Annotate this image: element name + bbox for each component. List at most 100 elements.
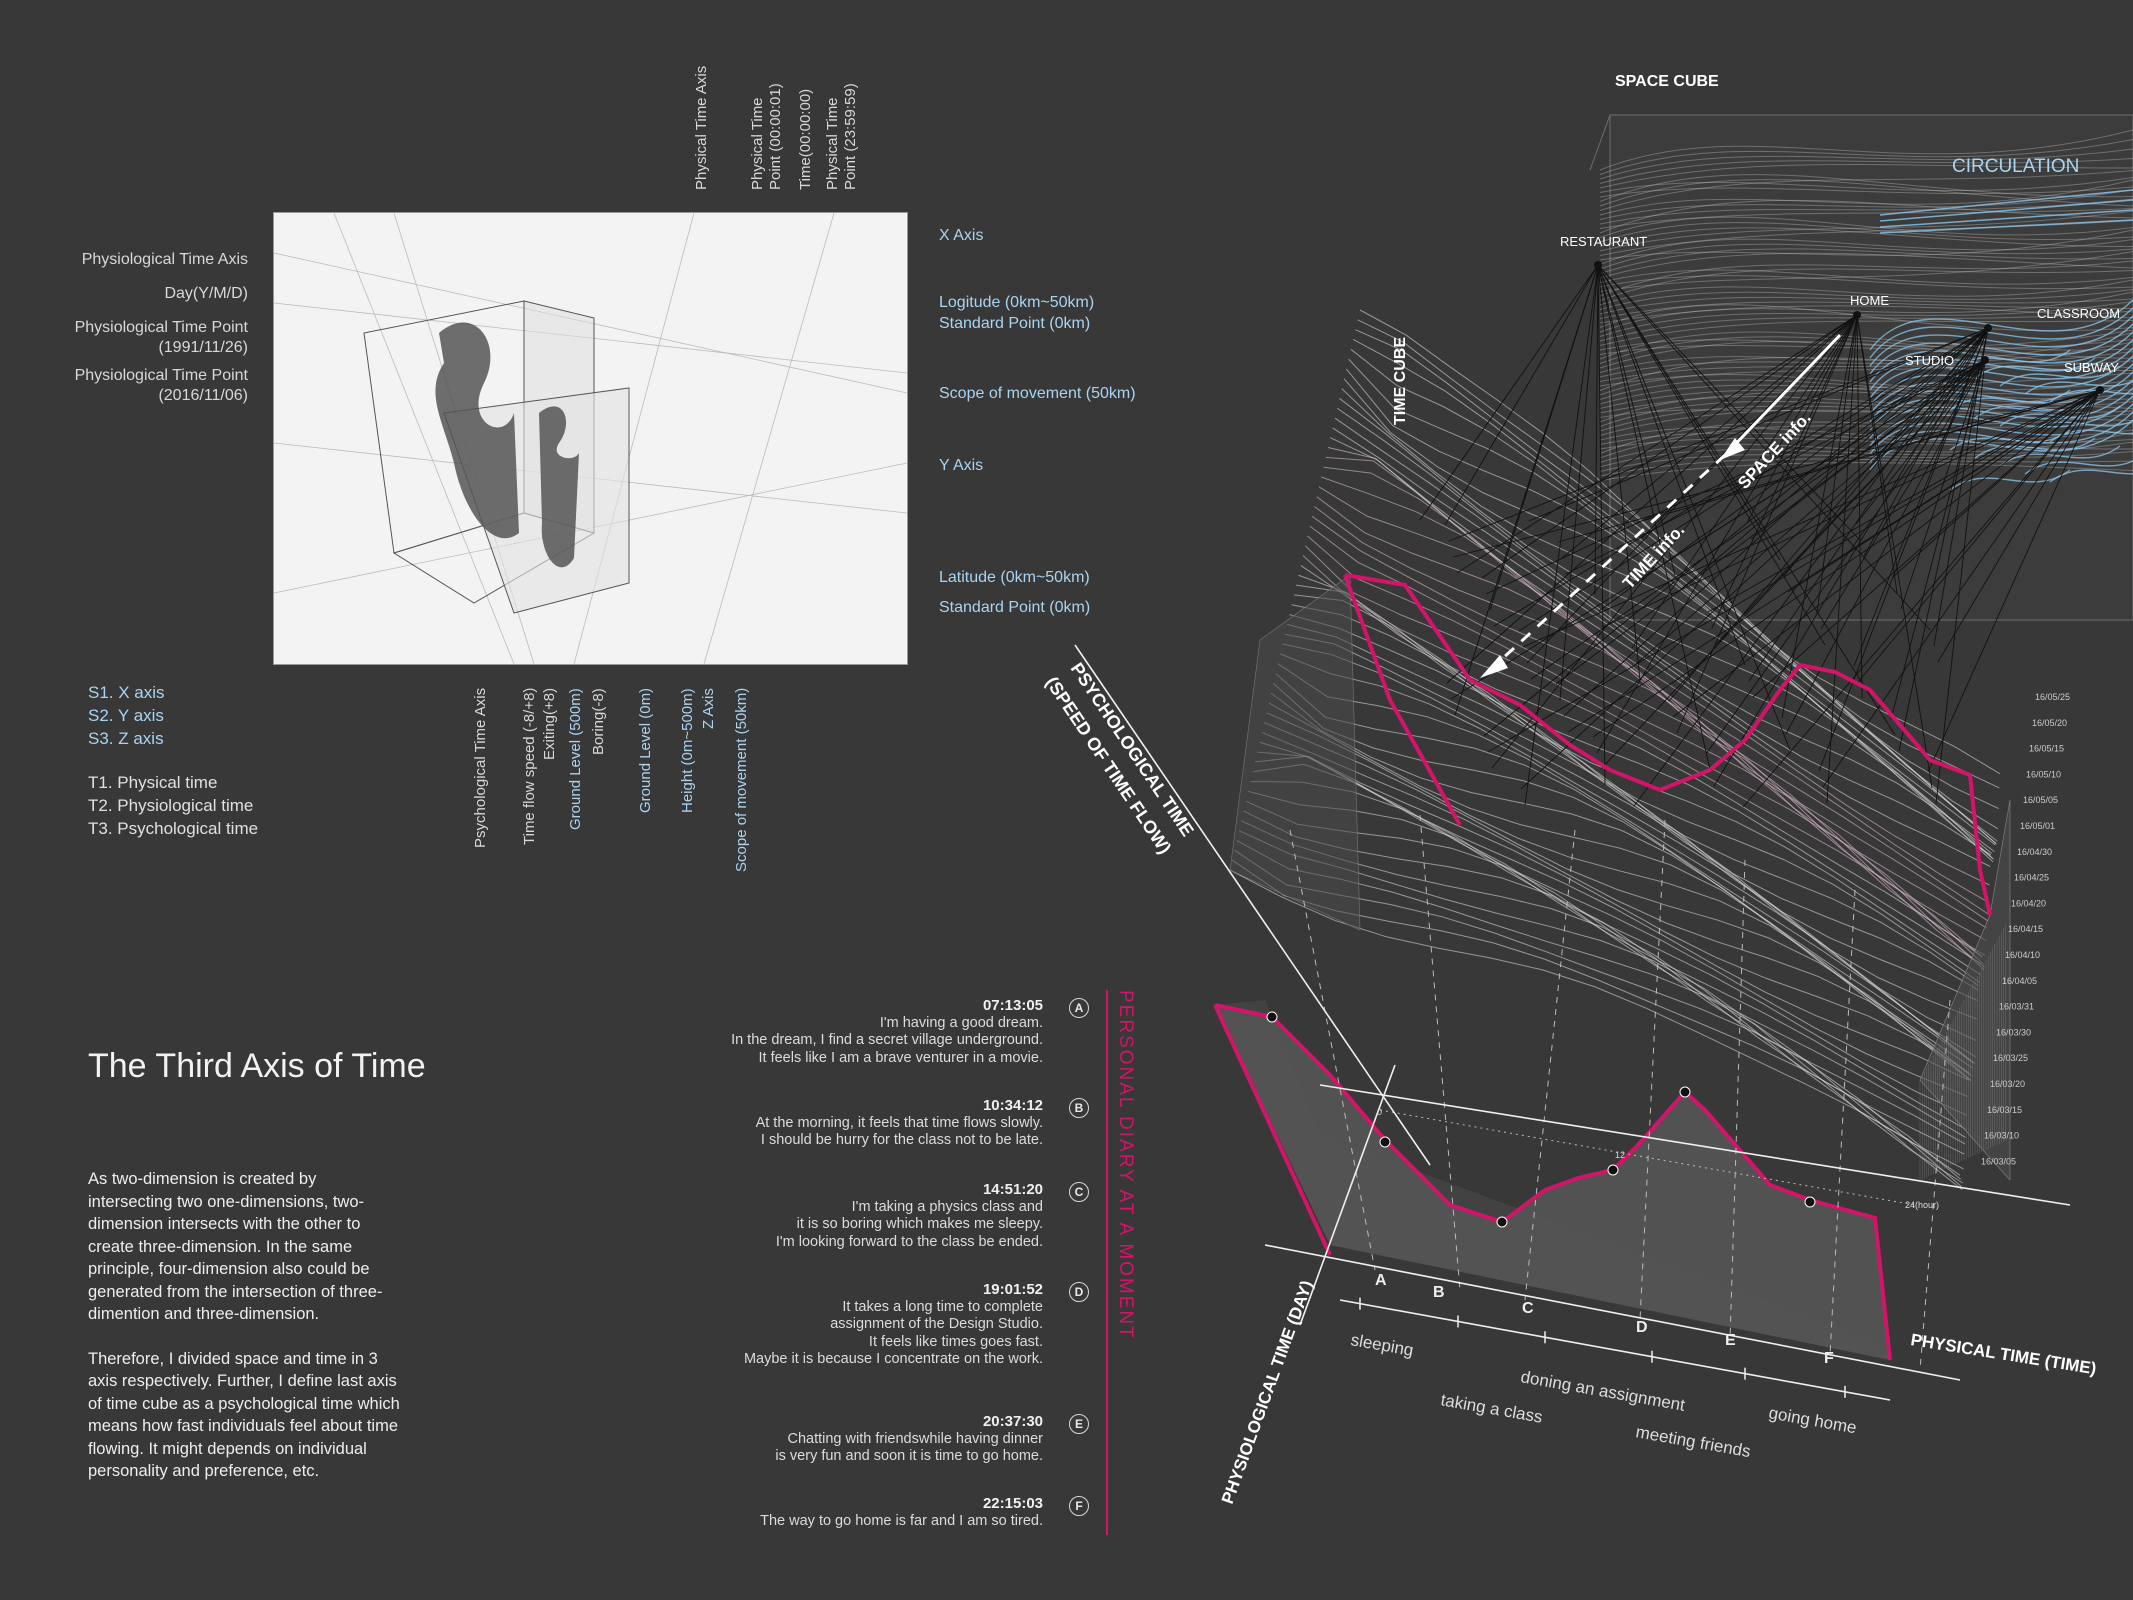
diary-divider bbox=[1106, 990, 1108, 1535]
date-label: 16/04/05 bbox=[2002, 976, 2037, 986]
place-label-home: HOME bbox=[1850, 293, 1889, 308]
diary-time: 14:51:20 bbox=[982, 1181, 1043, 1198]
legend-s3: S3. Z axis bbox=[88, 729, 164, 748]
diary-line: It takes a long time to complete bbox=[842, 1298, 1043, 1315]
timeline-point-c: C bbox=[1522, 1300, 1534, 1317]
place-dot-studio bbox=[1981, 356, 1989, 364]
diary-line: assignment of the Design Studio. bbox=[830, 1316, 1043, 1332]
timeline-point-b: B bbox=[1433, 1284, 1445, 1301]
legend-t3: T3. Psychological time bbox=[88, 819, 259, 838]
date-label: 16/03/30 bbox=[1996, 1027, 2031, 1037]
time-arrow-head bbox=[1480, 655, 1508, 678]
diary-line: it is so boring which makes me sleepy. bbox=[796, 1216, 1043, 1232]
diary-entry-e: 20:37:30 Chatting with friendswhile havin… bbox=[623, 1413, 1043, 1466]
date-label: 16/03/15 bbox=[1987, 1105, 2022, 1115]
date-label: 16/04/30 bbox=[2017, 847, 2052, 857]
diary-entry-f: 22:15:03 The way to go home is far and I … bbox=[623, 1495, 1043, 1530]
diary-time: 20:37:30 bbox=[982, 1413, 1043, 1430]
legend-t1: T1. Physical time bbox=[88, 773, 218, 792]
body-text: As two-dimension is created by intersect… bbox=[88, 1168, 403, 1483]
left-label-0-0: Physiological Time Axis bbox=[81, 251, 248, 268]
profile-point-d bbox=[1607, 1164, 1619, 1176]
date-label: 16/05/25 bbox=[2035, 692, 2070, 702]
physiological-axis-title: PHYSIOLOGICAL TIME (DAY) bbox=[1218, 1278, 1317, 1506]
profile-point-a bbox=[1266, 1011, 1278, 1023]
date-label: 16/05/01 bbox=[2020, 821, 2055, 831]
profile-point-c bbox=[1496, 1216, 1508, 1228]
diary-line: is very fun and soon it is time to go ho… bbox=[775, 1448, 1043, 1464]
diary-badge-c: C bbox=[1069, 1182, 1089, 1202]
activity-label-1: doning an assignment bbox=[1519, 1367, 1686, 1415]
physical-axis-line bbox=[1319, 1084, 2071, 1206]
psychological-profile-line bbox=[1214, 1003, 1892, 1361]
profile-points bbox=[1266, 1011, 1816, 1228]
space-cube-label: SPACE CUBE bbox=[1615, 73, 1719, 90]
place-label-subway: SUBWAY bbox=[2064, 360, 2119, 375]
space-arrow-line bbox=[1723, 333, 1842, 457]
date-label: 16/03/25 bbox=[1993, 1053, 2028, 1063]
page-title: The Third Axis of Time bbox=[88, 1047, 426, 1085]
activity-label-4: meeting friends bbox=[1634, 1422, 1752, 1461]
diary-line: It feels like I am a brave venturer in a… bbox=[758, 1049, 1044, 1066]
right-label-4-0: Latitude (0km~50km) bbox=[939, 569, 1090, 586]
ground-front-line bbox=[1264, 1244, 1961, 1381]
left-label-1-0: Day(Y/M/D) bbox=[164, 285, 248, 302]
ridge-edge-line bbox=[1343, 574, 1462, 826]
psychological-profile-area bbox=[1215, 1005, 1890, 1360]
left-label-2-0: Physiological Time Point bbox=[74, 319, 248, 336]
right-label-1-1: Standard Point (0km) bbox=[939, 315, 1091, 332]
space-cube-lines bbox=[1599, 129, 2133, 481]
date-label: 16/03/31 bbox=[1999, 1002, 2034, 1012]
place-label-classroom: CLASSROOM bbox=[2037, 306, 2120, 321]
legend-s2: S2. Y axis bbox=[88, 706, 164, 725]
diary-badge-d: D bbox=[1069, 1282, 1089, 1302]
diary-time: 10:34:12 bbox=[982, 1097, 1043, 1114]
right-label-2-0: Scope of movement (50km) bbox=[939, 385, 1136, 402]
diary-badge-f: F bbox=[1069, 1496, 1089, 1516]
psychological-axis-line bbox=[1074, 644, 1431, 1166]
diary-time: 22:15:03 bbox=[982, 1495, 1043, 1512]
timeline-point-labels: A B C D E F bbox=[1375, 1272, 1834, 1367]
timeline-axis bbox=[1339, 1299, 1891, 1401]
right-label-1-0: Logitude (0km~50km) bbox=[939, 294, 1095, 311]
axis-sketch-drawing bbox=[273, 212, 908, 665]
body-paragraph-2: Therefore, I divided space and time in 3… bbox=[88, 1349, 400, 1481]
diary-line: In the dream, I find a secret village un… bbox=[731, 1032, 1043, 1048]
diary-line: At the morning, it feels that time flows… bbox=[755, 1114, 1043, 1131]
diary-entry-a: 07:13:05 I'm having a good dream. In the d… bbox=[623, 997, 1043, 1067]
legend-t2: T2. Physiological time bbox=[88, 796, 254, 815]
projection-dashed-lines bbox=[1289, 814, 1951, 1371]
physiological-axis-line bbox=[1299, 1064, 1396, 1326]
place-markers: RESTAURANT HOME CLASSROOM STUDIO SUBWAY bbox=[1560, 234, 2120, 394]
date-label: 16/05/05 bbox=[2023, 795, 2058, 805]
tick-12: 12 bbox=[1615, 1150, 1625, 1160]
date-label: 16/05/20 bbox=[2032, 718, 2067, 728]
tick-24: 24(hour) bbox=[1905, 1200, 1939, 1210]
diary-line: I'm taking a physics class and bbox=[851, 1198, 1043, 1215]
diary-line: The way to go home is far and I am so ti… bbox=[760, 1512, 1043, 1529]
activity-label-3: going home bbox=[1767, 1403, 1858, 1437]
place-dot-classroom bbox=[1984, 324, 1992, 332]
diary-badge-b: B bbox=[1069, 1098, 1089, 1118]
date-label: 16/05/15 bbox=[2029, 744, 2064, 754]
timeline-point-e: E bbox=[1725, 1332, 1736, 1349]
diary-entry-b: 10:34:12 At the morning, it feels that ti… bbox=[623, 1097, 1043, 1150]
circulation-label: CIRCULATION bbox=[1952, 156, 2079, 177]
date-labels: 16/05/25 16/05/20 16/05/15 16/05/10 16/05/05… bbox=[1981, 692, 2070, 1166]
time-cube-label: TIME CUBE bbox=[1392, 337, 1409, 425]
diary-line: Maybe it is because I concentrate on the… bbox=[743, 1351, 1043, 1367]
diary-time: 07:13:05 bbox=[982, 997, 1043, 1014]
date-label: 16/03/20 bbox=[1990, 1079, 2025, 1089]
diary-line: I should be hurry for the class not to b… bbox=[760, 1132, 1043, 1148]
place-label-restaurant: RESTAURANT bbox=[1560, 234, 1647, 249]
right-label-3-0: Y Axis bbox=[939, 457, 984, 474]
left-label-2-1: (1991/11/26) bbox=[158, 339, 248, 356]
timeline-point-f: F bbox=[1824, 1350, 1834, 1367]
timeline-point-a: A bbox=[1375, 1272, 1387, 1289]
diary-line: I'm looking forward to the class be ende… bbox=[775, 1233, 1043, 1250]
psychological-ridge-line bbox=[1344, 573, 1992, 916]
date-label: 16/04/20 bbox=[2011, 898, 2046, 908]
date-label: 16/04/15 bbox=[2008, 924, 2043, 934]
profile-point-e bbox=[1679, 1086, 1691, 1098]
